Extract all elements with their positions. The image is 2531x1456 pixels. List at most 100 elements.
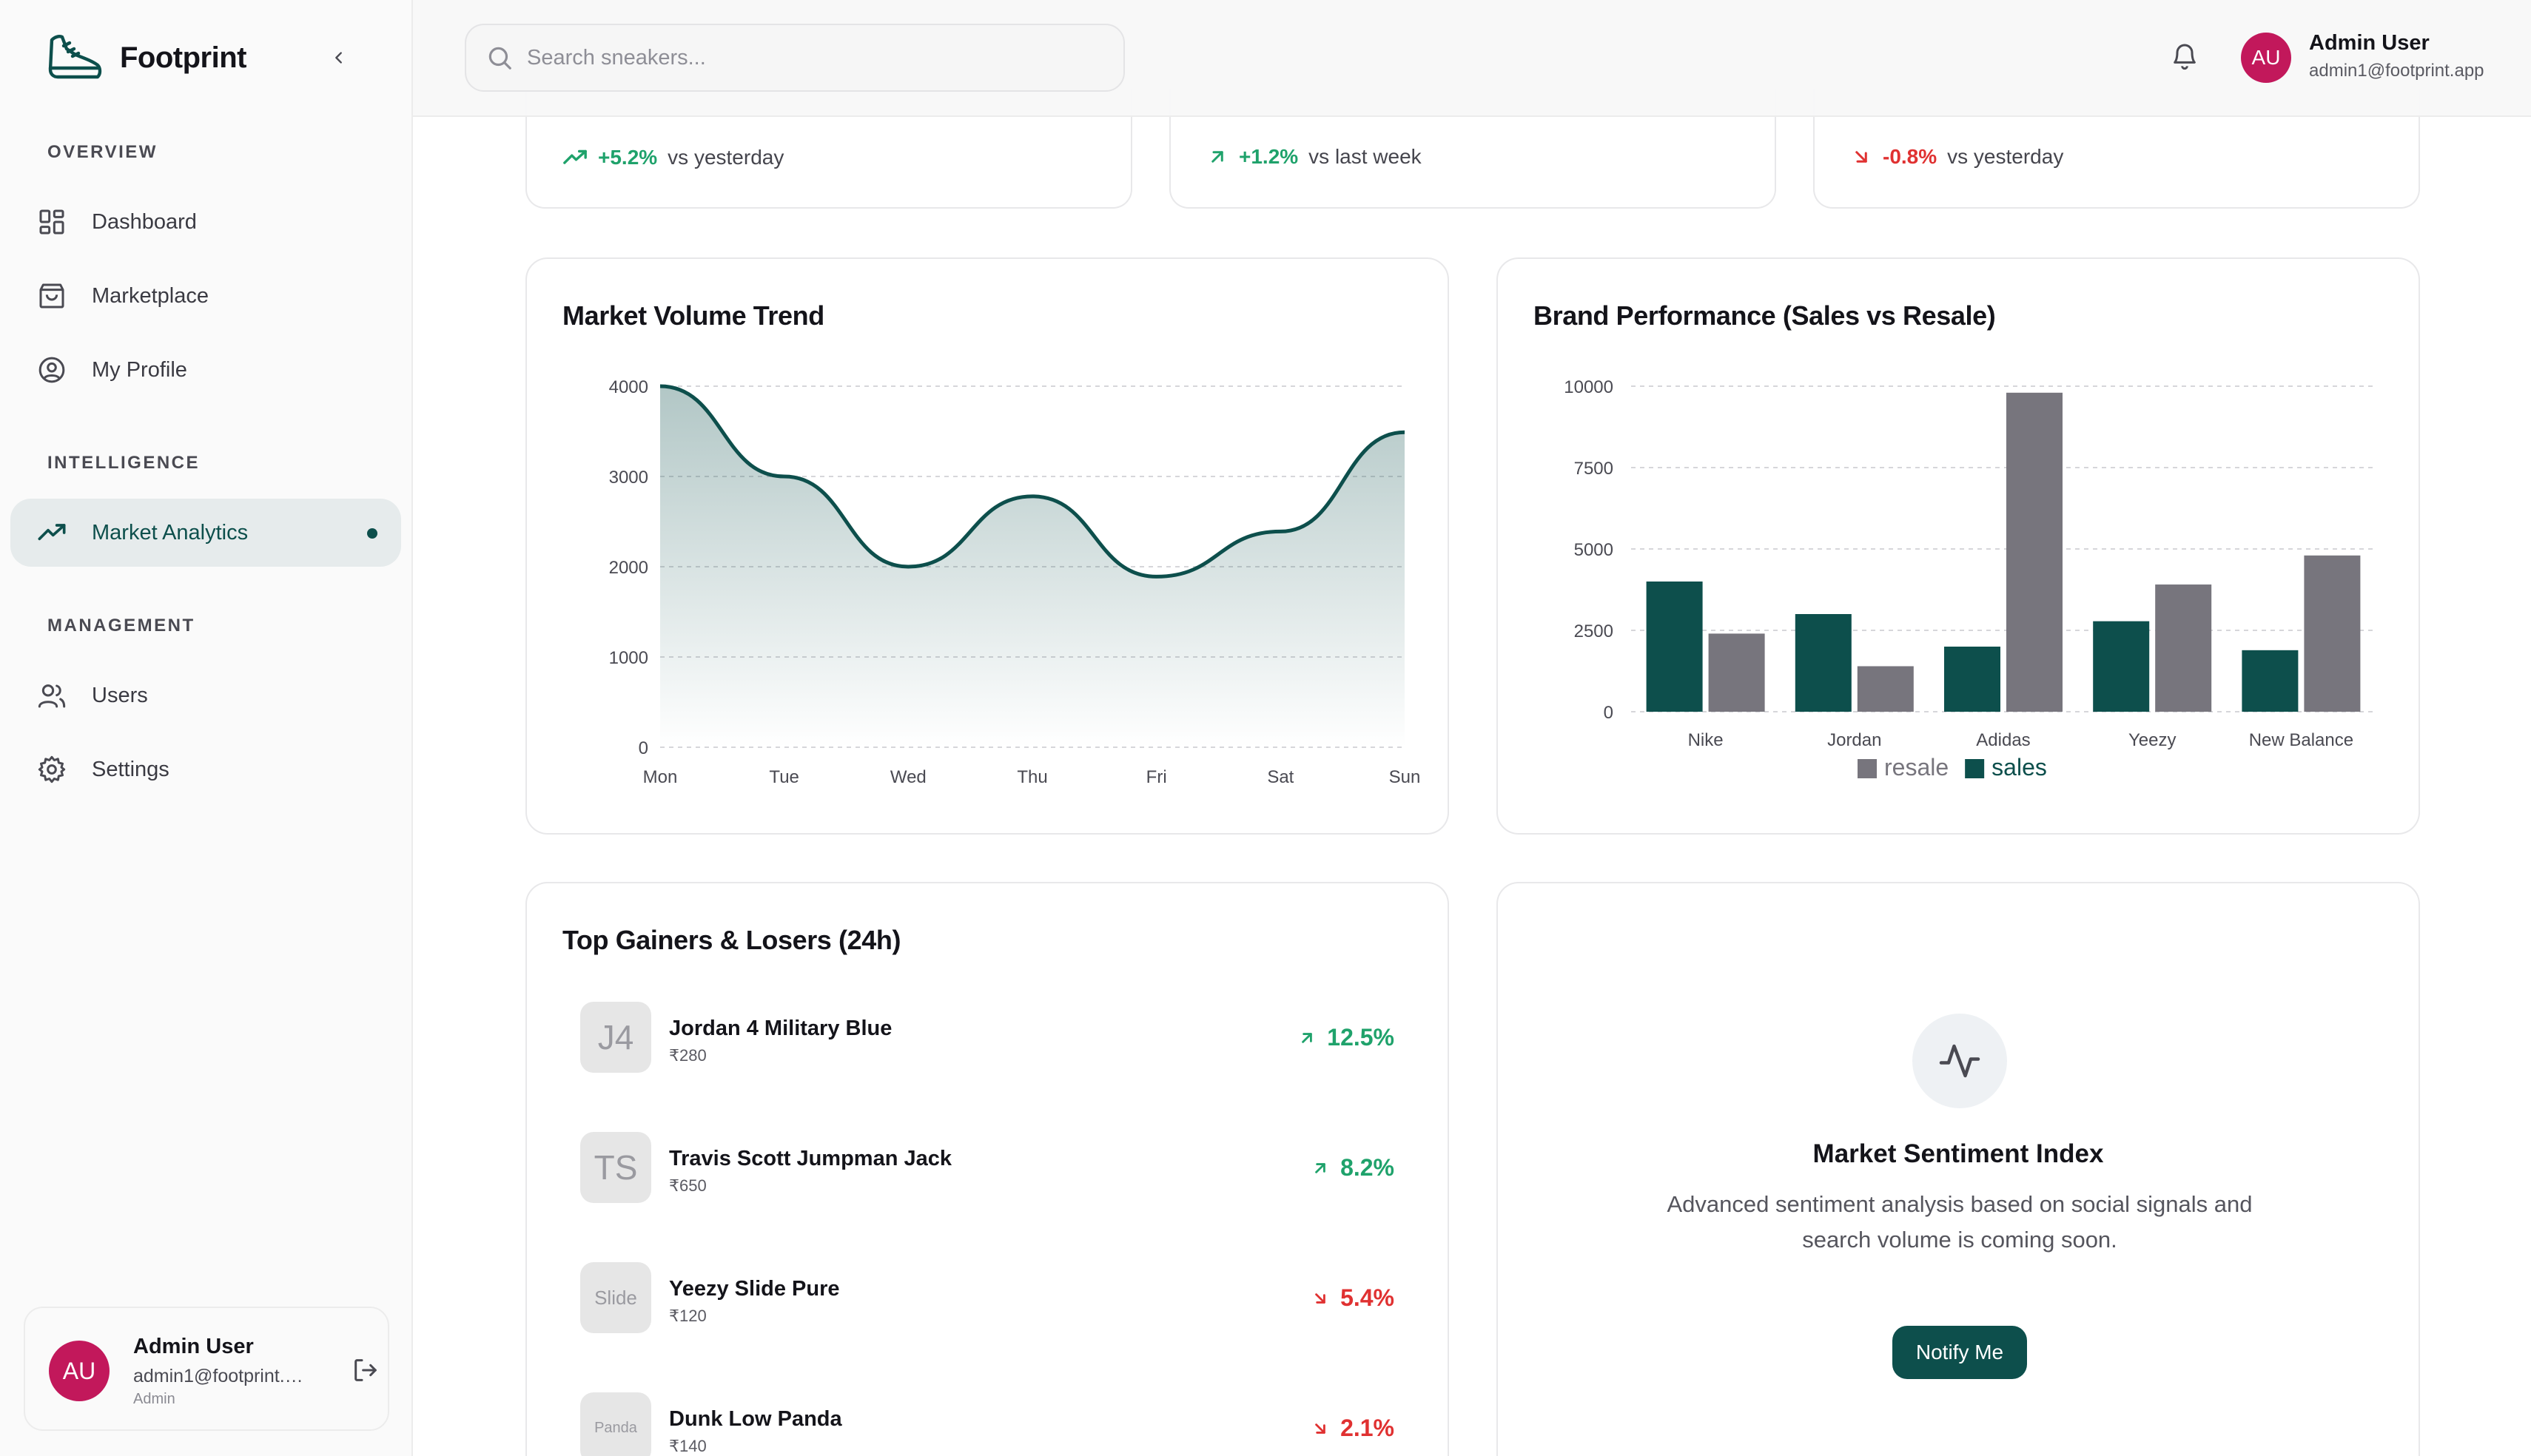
header-user-name: Admin User [2309, 31, 2430, 55]
x-tick-label: Nike [1688, 730, 1724, 750]
sidebar-item-marketplace[interactable]: Marketplace [10, 262, 401, 330]
mover-row[interactable]: Panda Dunk Low Panda ₹140 2.1% [580, 1392, 1394, 1456]
user-email: admin1@footprint.… [133, 1366, 303, 1386]
sidebar-user-card: AU Admin User admin1@footprint.… Admin [24, 1307, 389, 1431]
bar-sales [1944, 647, 2000, 712]
header-user-email: admin1@footprint.app [2309, 61, 2484, 81]
sneaker-price: ₹280 [669, 1046, 707, 1065]
y-tick-label: 5000 [1574, 540, 1613, 560]
logout-icon [354, 1359, 377, 1381]
user-role: Admin [133, 1391, 175, 1407]
sneaker-logo-icon [46, 28, 105, 88]
change-percent: 5.4% [1340, 1284, 1394, 1311]
arrow-up-right-icon [1211, 151, 1223, 163]
x-tick-label: Jordan [1827, 730, 1881, 750]
gear-icon [36, 753, 68, 786]
sneaker-name: Travis Scott Jumpman Jack [669, 1147, 952, 1170]
search-input[interactable] [527, 45, 1089, 70]
sneaker-thumbnail: TS [580, 1132, 651, 1203]
mover-row[interactable]: TS Travis Scott Jumpman Jack ₹650 8.2% [580, 1132, 1394, 1206]
section-label-management: MANAGEMENT [47, 616, 195, 636]
card-title: Market Volume Trend [562, 300, 824, 331]
avatar[interactable]: AU [49, 1341, 110, 1401]
bar-resale [2006, 392, 2063, 712]
sidebar-item-label: Market Analytics [92, 520, 249, 545]
arrow-up-right-icon [1302, 1032, 1313, 1043]
brand-logo[interactable]: Footprint [46, 28, 247, 88]
collapse-sidebar-button[interactable] [323, 41, 355, 74]
sidebar-item-label: Settings [92, 757, 169, 781]
search-icon [488, 47, 511, 70]
stat-change: -0.8% vs yesterday [1850, 145, 2063, 169]
sidebar-item-label: Dashboard [92, 209, 197, 234]
app-name: Footprint [120, 41, 247, 74]
bar-sales [2242, 650, 2299, 712]
y-tick-label: 10000 [1564, 377, 1613, 397]
x-tick-label: Fri [1146, 767, 1167, 787]
sneaker-thumbnail: J4 [580, 1002, 651, 1073]
sidebar-item-my-profile[interactable]: My Profile [10, 336, 401, 404]
user-name: Admin User [133, 1335, 254, 1358]
header-avatar[interactable]: AU [2241, 33, 2291, 83]
bar-resale [1857, 666, 1914, 712]
area-fill [660, 386, 1405, 747]
sneaker-name: Dunk Low Panda [669, 1407, 842, 1431]
y-tick-label: 4000 [609, 377, 648, 397]
y-tick-label: 3000 [609, 468, 648, 488]
x-tick-label: Sun [1389, 767, 1421, 787]
bar-resale [1708, 633, 1765, 712]
legend-swatch [1965, 759, 1985, 778]
sidebar-item-users[interactable]: Users [10, 661, 401, 729]
mover-row[interactable]: J4 Jordan 4 Military Blue ₹280 12.5% [580, 1002, 1394, 1076]
section-label-overview: OVERVIEW [47, 142, 158, 162]
bar-sales [1646, 582, 1703, 712]
change-percent: 8.2% [1340, 1154, 1394, 1181]
sneaker-thumbnail: Panda [580, 1392, 651, 1456]
stat-change: +1.2% vs last week [1206, 145, 1422, 169]
brand-chart-card: Brand Performance (Sales vs Resale) 0 250… [1496, 257, 2420, 835]
search-bar[interactable] [465, 24, 1125, 92]
change-value: 5.4% [1311, 1284, 1394, 1312]
sentiment-description: Advanced sentiment analysis based on soc… [1667, 1191, 2253, 1253]
change-value: 2.1% [1311, 1415, 1394, 1442]
x-tick-label: Sat [1267, 767, 1294, 787]
y-tick-label: 2500 [1574, 621, 1613, 641]
change-value: 12.5% [1297, 1024, 1394, 1051]
top-header: AU Admin User admin1@footprint.app [413, 0, 2531, 117]
sidebar-item-settings[interactable]: Settings [10, 735, 401, 803]
x-tick-label: Tue [769, 767, 799, 787]
movers-card: Top Gainers & Losers (24h) J4 Jordan 4 M… [525, 882, 1449, 1456]
stat-change-value: -0.8% [1883, 145, 1937, 168]
sidebar-item-dashboard[interactable]: Dashboard [10, 188, 401, 256]
dashboard-icon [36, 206, 68, 238]
sidebar-item-market-analytics[interactable]: Market Analytics [10, 499, 401, 567]
mover-row[interactable]: Slide Yeezy Slide Pure ₹120 5.4% [580, 1262, 1394, 1336]
bar-resale [2304, 555, 2361, 712]
y-tick-label: 0 [639, 738, 648, 758]
change-value: 8.2% [1311, 1154, 1394, 1182]
legend-label: resale [1884, 754, 1949, 781]
section-label-intelligence: INTELLIGENCE [47, 453, 201, 473]
bar-resale [2155, 584, 2212, 712]
sneaker-price: ₹650 [669, 1176, 707, 1195]
notifications-button[interactable] [2170, 41, 2202, 74]
sidebar-item-label: Users [92, 683, 148, 707]
y-tick-label: 7500 [1574, 459, 1613, 479]
series-line [659, 384, 1405, 579]
notify-me-button[interactable]: Notify Me [1892, 1326, 2027, 1379]
chevron-left-icon [335, 52, 342, 64]
change-percent: 12.5% [1327, 1024, 1394, 1051]
x-tick-label: Wed [890, 767, 927, 787]
logout-button[interactable] [351, 1355, 383, 1388]
y-tick-label: 0 [1604, 703, 1613, 723]
sneaker-price: ₹120 [669, 1307, 707, 1325]
sidebar: Footprint OVERVIEW Dashboard Marketplace… [0, 0, 413, 1456]
legend-label: sales [1991, 754, 2047, 781]
brand-bar-chart: 0 2500 5000 7500 10000 Nike Jordan Adidas Yeezy N… [1564, 377, 2376, 781]
y-tick-label: 1000 [609, 648, 648, 668]
y-tick-label: 2000 [609, 558, 648, 578]
stat-change-context: vs yesterday [668, 146, 784, 169]
shopping-bag-icon [36, 280, 68, 312]
arrow-up-right-icon [1315, 1162, 1325, 1173]
card-title: Top Gainers & Losers (24h) [562, 925, 901, 955]
